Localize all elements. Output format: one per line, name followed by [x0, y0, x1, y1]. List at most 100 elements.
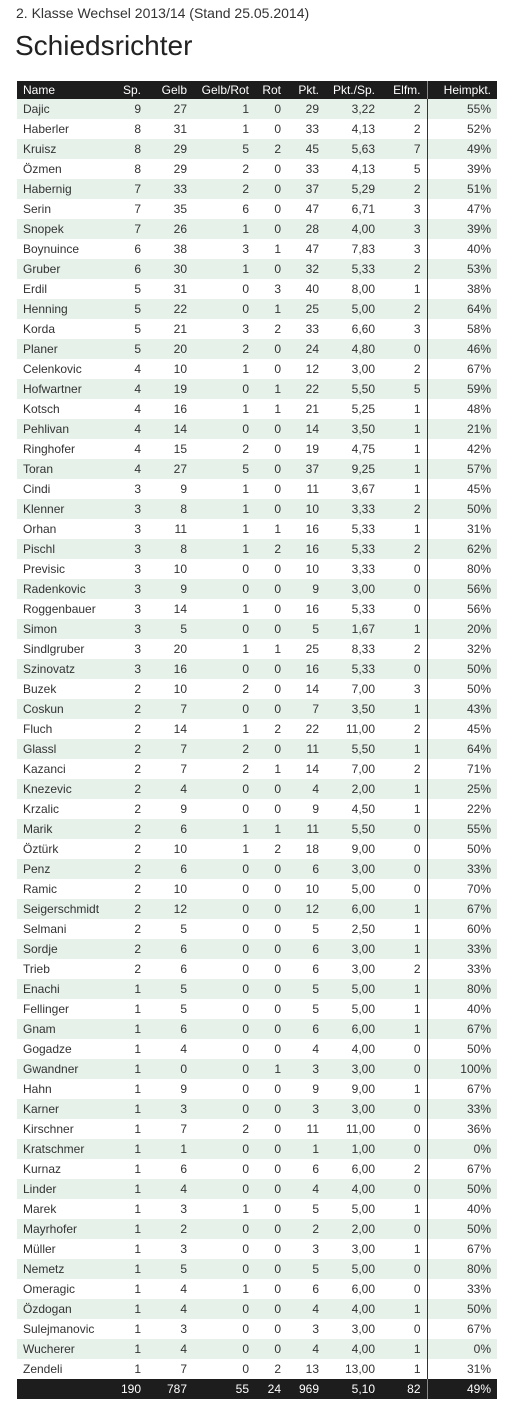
cell-name [17, 1379, 113, 1399]
table-row: Özdogan 1 4 0 0 4 4,00 1 50% [17, 1299, 497, 1319]
table-row: Nemetz 1 5 0 0 5 5,00 0 80% [17, 1259, 497, 1279]
cell-pkt: 33 [287, 159, 325, 179]
cell-pkt: 33 [287, 319, 325, 339]
cell-pkt-sp: 3,00 [325, 1239, 381, 1259]
cell-heimpkt: 20% [426, 619, 497, 639]
cell-rot: 0 [255, 179, 287, 199]
cell-gelb: 6 [147, 819, 193, 839]
cell-pkt-sp: 6,00 [325, 1279, 381, 1299]
table-row: Erdil 5 31 0 3 40 8,00 1 38% [17, 279, 497, 299]
cell-rot: 0 [255, 999, 287, 1019]
cell-rot: 0 [255, 459, 287, 479]
cell-name: Pehlivan [17, 419, 113, 439]
cell-name: Klenner [17, 499, 113, 519]
cell-gelbrot: 1 [193, 719, 255, 739]
cell-name: Radenkovic [17, 579, 113, 599]
cell-gelb: 20 [147, 339, 193, 359]
cell-sp: 7 [113, 219, 147, 239]
cell-sp: 1 [113, 979, 147, 999]
cell-sp: 9 [113, 99, 147, 119]
cell-pkt: 11 [287, 1119, 325, 1139]
cell-gelb: 14 [147, 719, 193, 739]
cell-gelbrot: 0 [193, 1219, 255, 1239]
cell-gelbrot: 1 [193, 119, 255, 139]
table-row: Celenkovic 4 10 1 0 12 3,00 2 67% [17, 359, 497, 379]
cell-heimpkt: 31% [426, 519, 497, 539]
cell-name: Snopek [17, 219, 113, 239]
cell-elfm: 82 [381, 1379, 427, 1399]
cell-rot: 0 [255, 119, 287, 139]
cell-name: Hahn [17, 1079, 113, 1099]
cell-gelbrot: 0 [193, 279, 255, 299]
table-row: Marek 1 3 1 0 5 5,00 1 40% [17, 1199, 497, 1219]
cell-heimpkt: 33% [426, 859, 497, 879]
cell-heimpkt: 42% [426, 439, 497, 459]
cell-pkt-sp: 3,00 [325, 1319, 381, 1339]
cell-gelbrot: 0 [193, 879, 255, 899]
cell-name: Gogadze [17, 1039, 113, 1059]
cell-gelb: 31 [147, 119, 193, 139]
cell-gelbrot: 0 [193, 379, 255, 399]
cell-sp: 2 [113, 819, 147, 839]
cell-gelbrot: 0 [193, 699, 255, 719]
cell-name: Korda [17, 319, 113, 339]
cell-heimpkt: 67% [426, 1159, 497, 1179]
cell-sp: 1 [113, 1039, 147, 1059]
cell-heimpkt: 40% [426, 239, 497, 259]
cell-pkt: 2 [287, 1219, 325, 1239]
cell-gelb: 6 [147, 1159, 193, 1179]
cell-rot: 0 [255, 599, 287, 619]
cell-pkt-sp: 6,00 [325, 899, 381, 919]
cell-heimpkt: 39% [426, 159, 497, 179]
cell-heimpkt: 48% [426, 399, 497, 419]
table-row: Karner 1 3 0 0 3 3,00 0 33% [17, 1099, 497, 1119]
cell-heimpkt: 50% [426, 1179, 497, 1199]
table-row: Omeragic 1 4 1 0 6 6,00 0 33% [17, 1279, 497, 1299]
cell-pkt: 16 [287, 539, 325, 559]
cell-sp: 1 [113, 1059, 147, 1079]
cell-heimpkt: 50% [426, 1219, 497, 1239]
cell-name: Cindi [17, 479, 113, 499]
cell-pkt: 16 [287, 659, 325, 679]
cell-gelb: 33 [147, 179, 193, 199]
cell-gelb: 14 [147, 419, 193, 439]
cell-sp: 1 [113, 1139, 147, 1159]
cell-pkt-sp: 4,80 [325, 339, 381, 359]
cell-pkt-sp: 2,00 [325, 779, 381, 799]
cell-pkt: 4 [287, 1299, 325, 1319]
cell-gelbrot: 1 [193, 1279, 255, 1299]
cell-pkt-sp: 3,00 [325, 579, 381, 599]
cell-pkt-sp: 5,33 [325, 599, 381, 619]
cell-gelb: 29 [147, 159, 193, 179]
cell-pkt-sp: 3,33 [325, 559, 381, 579]
cell-pkt: 10 [287, 499, 325, 519]
col-header-pkt-sp: Pkt./Sp. [325, 81, 381, 99]
cell-pkt: 7 [287, 699, 325, 719]
table-row: Özmen 8 29 2 0 33 4,13 5 39% [17, 159, 497, 179]
cell-gelb: 8 [147, 539, 193, 559]
cell-gelbrot: 2 [193, 339, 255, 359]
cell-gelb: 7 [147, 1119, 193, 1139]
cell-gelbrot: 0 [193, 939, 255, 959]
cell-pkt: 6 [287, 1159, 325, 1179]
table-row: Sulejmanovic 1 3 0 0 3 3,00 0 67% [17, 1319, 497, 1339]
cell-pkt: 6 [287, 1279, 325, 1299]
cell-gelb: 3 [147, 1099, 193, 1119]
cell-heimpkt: 22% [426, 799, 497, 819]
cell-elfm: 1 [381, 519, 427, 539]
cell-name: Marek [17, 1199, 113, 1219]
cell-pkt-sp: 5,00 [325, 979, 381, 999]
cell-gelbrot: 1 [193, 539, 255, 559]
cell-sp: 8 [113, 139, 147, 159]
cell-gelbrot: 2 [193, 179, 255, 199]
cell-pkt: 14 [287, 419, 325, 439]
cell-heimpkt: 67% [426, 1079, 497, 1099]
totals-row: 190 787 55 24 969 5,10 82 49% [17, 1379, 497, 1399]
cell-heimpkt: 32% [426, 639, 497, 659]
cell-gelb: 19 [147, 379, 193, 399]
cell-gelbrot: 2 [193, 679, 255, 699]
cell-rot: 0 [255, 99, 287, 119]
table-row: Seigerschmidt 2 12 0 0 12 6,00 1 67% [17, 899, 497, 919]
cell-sp: 4 [113, 379, 147, 399]
cell-pkt: 4 [287, 779, 325, 799]
